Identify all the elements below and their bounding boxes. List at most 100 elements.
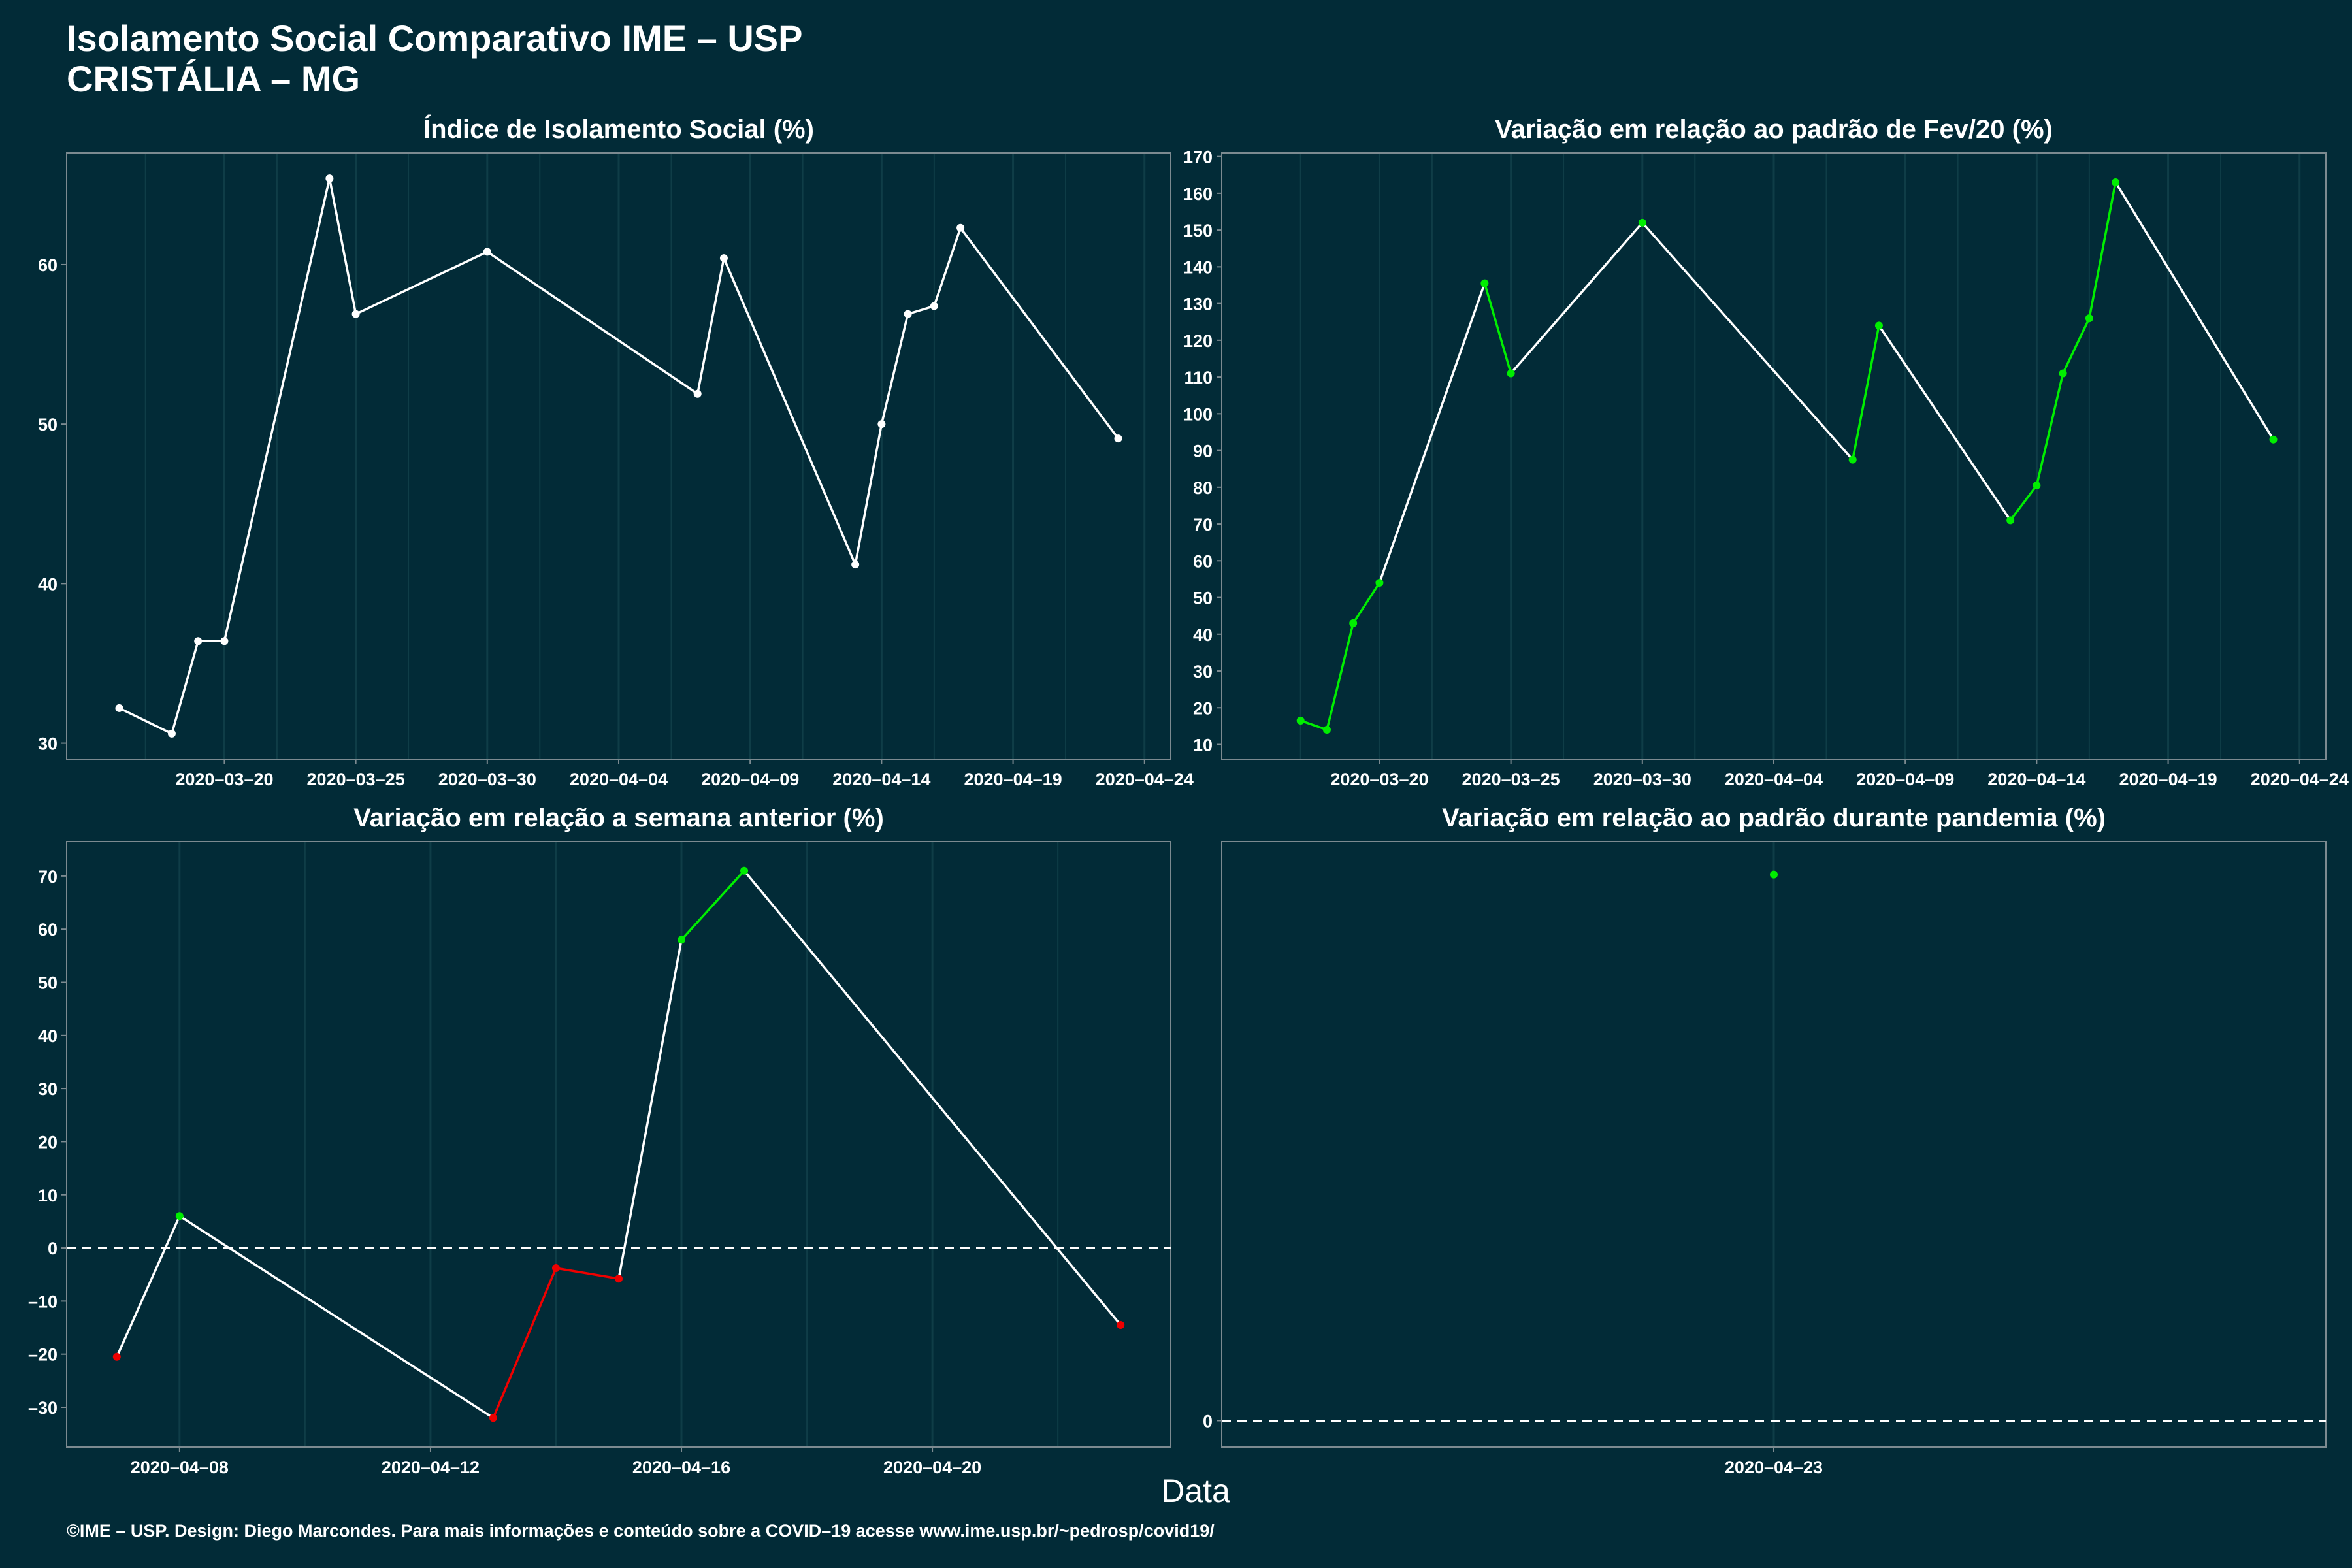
x-axis-label: Data bbox=[1161, 1473, 1230, 1509]
panel3-x-tick-label: 2020–04–08 bbox=[131, 1458, 229, 1477]
panel1-series-segment bbox=[723, 257, 857, 565]
panel1-y-tick-label: 60 bbox=[38, 255, 57, 275]
panel2-y-tick-label: 60 bbox=[1193, 551, 1213, 571]
panel2-data-point bbox=[1296, 716, 1305, 725]
panel2-series-segment bbox=[1878, 325, 2012, 521]
panel4-data-point bbox=[1770, 870, 1778, 879]
panel2-y-tick-label: 30 bbox=[1193, 662, 1213, 681]
panel3-series-segment bbox=[743, 870, 1122, 1326]
panel1-series-segment bbox=[933, 227, 962, 306]
panel2-x-tick-label: 2020–04–24 bbox=[2251, 770, 2349, 789]
figure-title-line1: Isolamento Social Comparativo IME – USP bbox=[67, 18, 803, 59]
panel2-series-segment bbox=[1326, 623, 1354, 730]
panel3-x-tick-label: 2020–04–16 bbox=[632, 1458, 730, 1477]
panel2-data-point bbox=[1638, 218, 1646, 227]
panel2-data-point bbox=[1349, 619, 1358, 627]
panel2-y-tick-label: 120 bbox=[1183, 331, 1213, 351]
panel2-series-segment bbox=[2009, 484, 2038, 521]
panel1-data-point bbox=[483, 248, 491, 256]
panel1-data-point bbox=[956, 223, 965, 232]
panel3-y-tick-label: 50 bbox=[38, 973, 57, 992]
panel3-data-point bbox=[489, 1414, 497, 1422]
panel3-series-segment bbox=[617, 939, 683, 1279]
panel2-data-point bbox=[2085, 314, 2093, 323]
panel1-series-segment bbox=[854, 423, 883, 565]
panel3-x-tick-label: 2020–04–20 bbox=[883, 1458, 981, 1477]
panel2-y-tick-label: 170 bbox=[1183, 148, 1213, 167]
panel2-series-segment bbox=[2035, 373, 2065, 486]
figure-title-line2: CRISTÁLIA – MG bbox=[67, 58, 361, 99]
panel3-data-point bbox=[615, 1275, 623, 1283]
panel3-y-tick-label: 20 bbox=[38, 1132, 57, 1152]
panel2-y-tick-label: 70 bbox=[1193, 515, 1213, 534]
panel1-data-point bbox=[115, 704, 123, 712]
panel2-x-tick-label: 2020–04–19 bbox=[2119, 770, 2217, 789]
panel3-series-segment bbox=[680, 870, 745, 941]
panel2-y-tick-label: 20 bbox=[1193, 698, 1213, 718]
panel3-y-tick-label: 60 bbox=[38, 920, 57, 939]
panel2-y-tick-label: 80 bbox=[1193, 478, 1213, 498]
figure-title: Isolamento Social Comparativo IME – USP … bbox=[67, 18, 803, 99]
panel1-series-segment bbox=[171, 640, 199, 734]
panel1-x-tick-label: 2020–04–04 bbox=[570, 770, 668, 789]
footer-credit: ©IME – USP. Design: Diego Marcondes. Par… bbox=[67, 1521, 1215, 1541]
panel2-series-segment bbox=[1851, 325, 1880, 460]
panel2-data-point bbox=[2033, 481, 2041, 489]
panel3-series-segment bbox=[116, 1215, 181, 1358]
panel1-series-segment bbox=[223, 178, 331, 642]
panel1-y-tick-label: 40 bbox=[38, 574, 57, 594]
panel3-y-tick-label: –10 bbox=[28, 1292, 57, 1311]
panel3-series-segment bbox=[492, 1267, 557, 1418]
panel4-title: Variação em relação ao padrão durante pa… bbox=[1442, 804, 2106, 832]
panel2-series-segment bbox=[2114, 182, 2275, 440]
panel3-y-tick-label: 30 bbox=[38, 1079, 57, 1099]
panel1-data-point bbox=[930, 302, 938, 310]
panel2-y-tick-label: 100 bbox=[1183, 404, 1213, 424]
panel2-series-segment bbox=[1641, 221, 1854, 461]
panel1-data-point bbox=[351, 310, 360, 318]
panel2-y-tick-label: 10 bbox=[1193, 736, 1213, 755]
panel2-x-tick-label: 2020–03–25 bbox=[1462, 770, 1560, 789]
panel1-data-point bbox=[904, 310, 912, 318]
panel4-x-tick-label: 2020–04–23 bbox=[1725, 1458, 1823, 1477]
panel1-x-tick-label: 2020–04–09 bbox=[701, 770, 799, 789]
panel1-x-tick-label: 2020–04–19 bbox=[964, 770, 1062, 789]
panel3-y-tick-label: –30 bbox=[28, 1398, 57, 1418]
panel1-data-point bbox=[220, 637, 229, 645]
panel1-series-segment bbox=[118, 707, 172, 735]
panel2-series-segment bbox=[1352, 582, 1380, 624]
panel2-x-tick-label: 2020–03–30 bbox=[1593, 770, 1691, 789]
panel1-data-point bbox=[1114, 434, 1122, 443]
panel2-y-tick-label: 130 bbox=[1183, 295, 1213, 314]
panel1-series-segment bbox=[696, 257, 725, 395]
panel2-title: Variação em relação ao padrão de Fev/20 … bbox=[1495, 115, 2053, 144]
panel3-y-tick-label: –20 bbox=[28, 1345, 57, 1365]
panel3-y-tick-label: 0 bbox=[48, 1239, 57, 1258]
panel1-series-segment bbox=[959, 227, 1119, 440]
panel3-frame bbox=[66, 841, 1171, 1448]
panel3-data-point bbox=[551, 1264, 560, 1272]
panel1-data-point bbox=[719, 254, 728, 263]
panel2-data-point bbox=[2269, 435, 2278, 444]
panel2-data-point bbox=[1848, 455, 1857, 464]
panel2-series-segment bbox=[1378, 283, 1486, 583]
panel1-x-tick-label: 2020–03–20 bbox=[175, 770, 273, 789]
panel2-series-segment bbox=[2088, 182, 2117, 319]
panel2-x-tick-label: 2020–03–20 bbox=[1330, 770, 1428, 789]
panel1-series-segment bbox=[880, 314, 909, 425]
panel1-data-point bbox=[693, 389, 702, 398]
panel1-series-segment bbox=[486, 250, 698, 395]
panel2-y-tick-label: 90 bbox=[1193, 442, 1213, 461]
panel2-x-tick-label: 2020–04–09 bbox=[1856, 770, 1954, 789]
panel3-data-point bbox=[678, 936, 686, 944]
panel1-series-segment bbox=[328, 178, 357, 314]
panel2-data-point bbox=[1480, 279, 1489, 287]
panel1-data-point bbox=[325, 174, 334, 183]
panel2-series-segment bbox=[2062, 318, 2091, 374]
panel3-data-point bbox=[112, 1352, 121, 1361]
panel3-data-point bbox=[1117, 1320, 1125, 1329]
panel1-x-tick-label: 2020–04–24 bbox=[1096, 770, 1194, 789]
panel2-y-tick-label: 150 bbox=[1183, 221, 1213, 240]
panel3-data-point bbox=[175, 1212, 184, 1220]
panel1-title: Índice de Isolamento Social (%) bbox=[423, 115, 814, 144]
